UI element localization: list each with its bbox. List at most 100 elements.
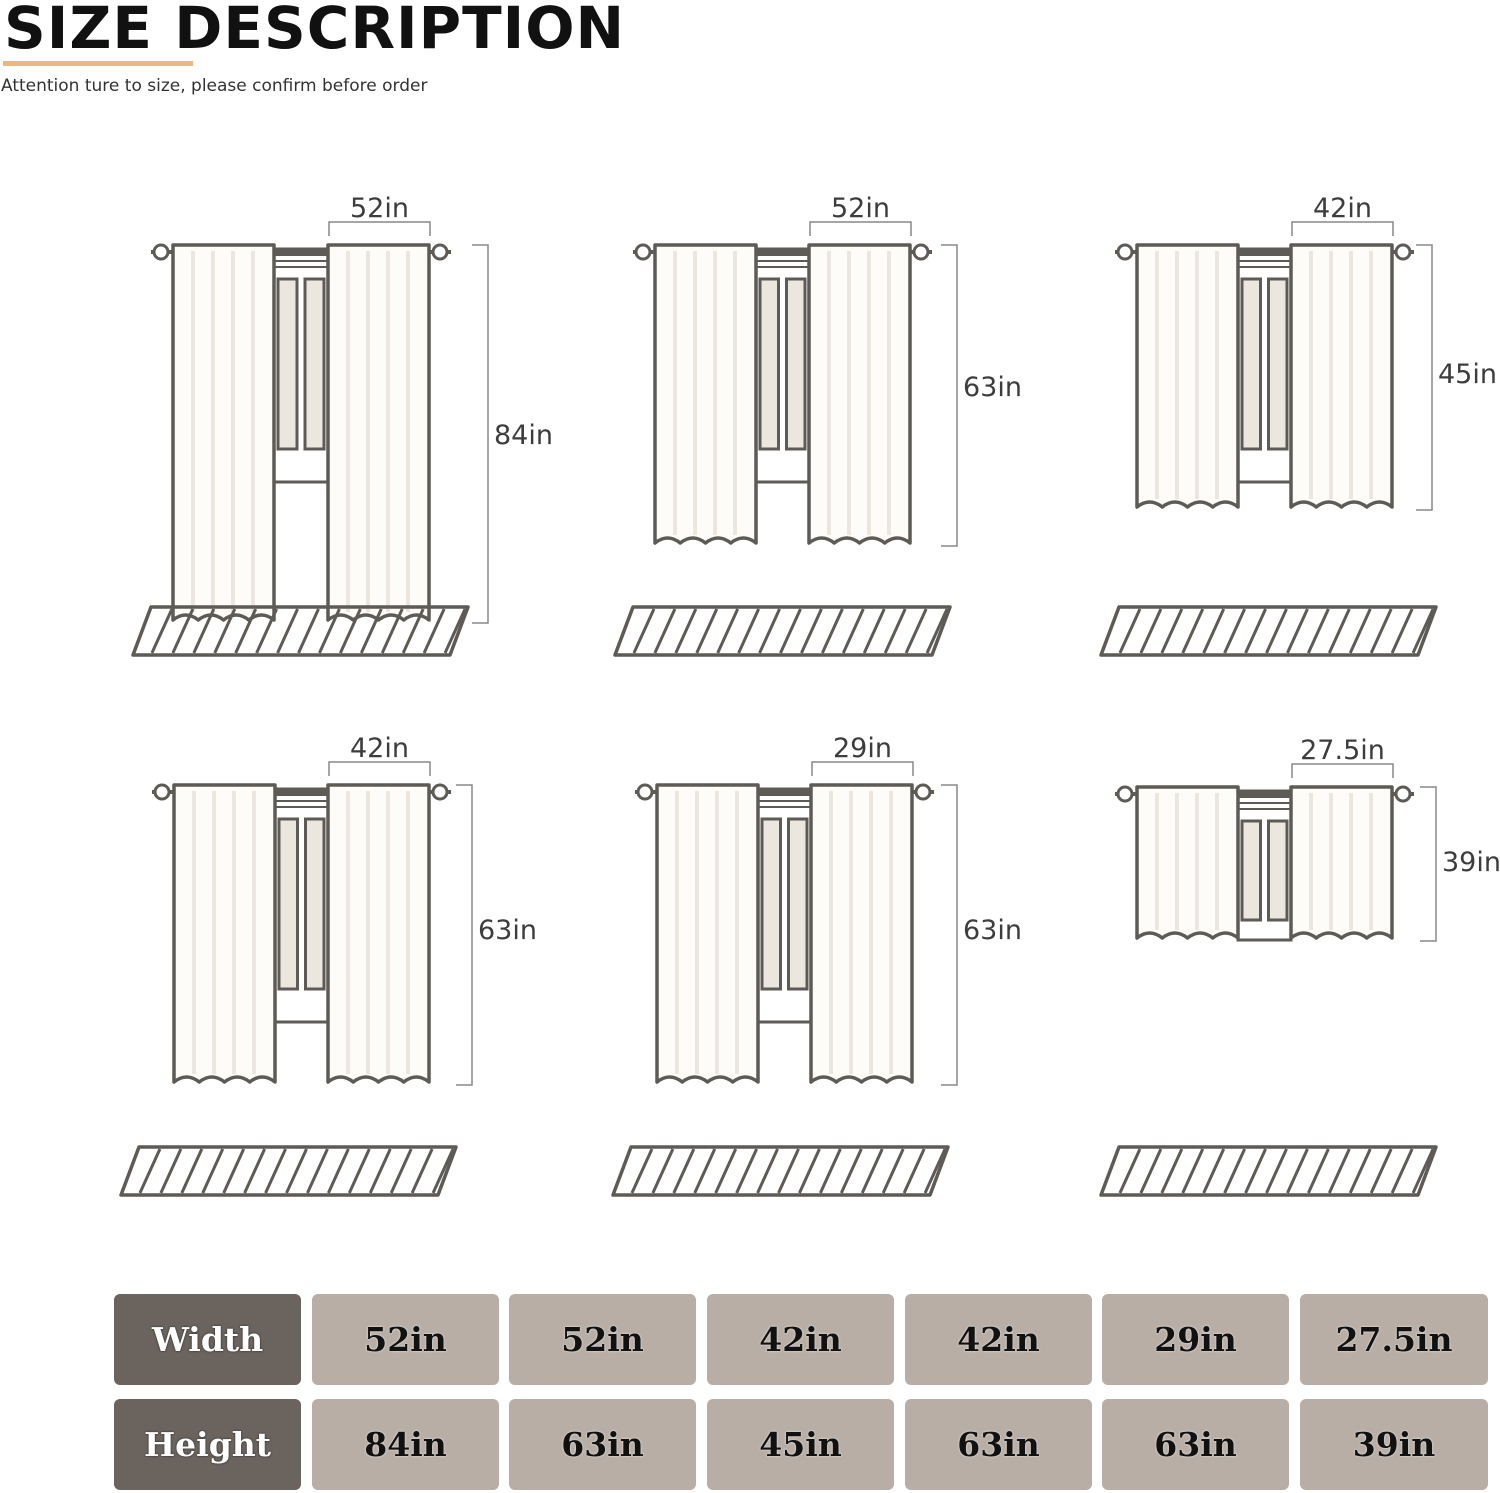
window-pane xyxy=(1240,819,1262,922)
height-cell: 63in xyxy=(905,1399,1092,1490)
height-dimension-bracket xyxy=(472,244,489,624)
rug-stripe xyxy=(339,608,362,654)
rug-stripe xyxy=(264,1148,287,1194)
curtain-panel xyxy=(809,783,914,1084)
curtain-diagram-5: 29in 63in xyxy=(611,733,1022,1197)
rug-stripe xyxy=(735,1148,758,1194)
curtain-panel xyxy=(171,243,276,622)
rug-stripe xyxy=(380,608,404,654)
window-pane xyxy=(303,277,326,451)
rug-stripe xyxy=(422,608,446,654)
rod-finial xyxy=(912,243,930,261)
page-title: SIZE DESCRIPTION xyxy=(4,0,626,62)
rug-stripe xyxy=(923,1148,947,1194)
rod-finial xyxy=(636,783,654,801)
rug-stripe xyxy=(1369,1148,1393,1194)
rug-stripe xyxy=(1202,608,1226,654)
rug-stripe xyxy=(1265,608,1288,654)
rug-stripe xyxy=(410,1148,434,1194)
curtain-panel xyxy=(653,243,758,545)
width-row-label: Width xyxy=(114,1294,301,1385)
rug-stripe xyxy=(243,1148,266,1194)
rug-stripe xyxy=(359,608,383,654)
curtain-size-diagrams: 52in 84in 52in 63in 42in 45in 42in 63in 29in 63in… xyxy=(119,193,1500,1197)
rug-stripe xyxy=(737,608,760,654)
rug-stripe xyxy=(779,608,802,654)
width-cell: 52in xyxy=(509,1294,696,1385)
floor-rug xyxy=(613,605,952,657)
rug-stripe xyxy=(800,608,823,654)
window-pane xyxy=(1267,819,1289,922)
curtain-panel xyxy=(326,783,431,1084)
rug-stripe xyxy=(1244,608,1267,654)
rug-stripe xyxy=(672,1148,696,1194)
floor-rug xyxy=(611,1145,950,1197)
height-dimension-bracket xyxy=(456,784,473,1086)
curtain-panel xyxy=(1135,785,1240,940)
window-pane xyxy=(1267,277,1289,451)
floor-rug xyxy=(131,605,470,657)
rug-stripe xyxy=(138,1148,162,1194)
rug-stripe xyxy=(347,1148,371,1194)
rod-finial xyxy=(1394,785,1412,803)
rug-stripe xyxy=(1307,1148,1330,1194)
rug-stripe xyxy=(1181,608,1205,654)
rug-stripe xyxy=(171,608,195,654)
rod-finial xyxy=(152,243,170,261)
height-cell: 39in xyxy=(1300,1399,1488,1490)
rug-stripe xyxy=(1223,1148,1246,1194)
width-cell: 52in xyxy=(312,1294,499,1385)
width-cell: 27.5in xyxy=(1300,1294,1488,1385)
rod-finial xyxy=(431,783,449,801)
rug-stripe xyxy=(1139,608,1163,654)
window-pane xyxy=(787,817,809,991)
curtain-diagram-1: 52in 84in xyxy=(131,193,553,657)
rug-stripe xyxy=(862,608,886,654)
height-dimension-label: 63in xyxy=(478,915,537,946)
rug-stripe xyxy=(306,1148,329,1194)
subtitle: Attention ture to size, please confirm b… xyxy=(1,76,428,96)
rug-stripe xyxy=(1118,608,1142,654)
width-dimension-bracket xyxy=(328,761,431,776)
rug-stripe xyxy=(1160,608,1184,654)
rug-stripe xyxy=(1348,608,1372,654)
title-underline xyxy=(3,61,193,66)
rod-finial xyxy=(431,243,449,261)
width-cell: 29in xyxy=(1102,1294,1289,1385)
width-dimension-label: 27.5in xyxy=(1300,735,1385,766)
rug-stripe xyxy=(653,608,677,654)
rug-stripe xyxy=(327,1148,350,1194)
rug-stripe xyxy=(234,608,258,654)
rug-stripe xyxy=(821,608,844,654)
rug-stripe xyxy=(902,1148,926,1194)
rug-stripe xyxy=(1286,608,1309,654)
rug-stripe xyxy=(860,1148,884,1194)
width-dimension-label: 42in xyxy=(1313,193,1372,224)
rod-finial xyxy=(1116,243,1134,261)
floor-rug xyxy=(119,1145,458,1197)
rug-stripe xyxy=(1265,1148,1288,1194)
rug-stripe xyxy=(716,608,740,654)
rug-stripe xyxy=(904,608,928,654)
width-dimension-bracket xyxy=(1291,221,1394,236)
rug-stripe xyxy=(1286,1148,1309,1194)
width-dimension-bracket xyxy=(328,221,431,236)
rug-stripe xyxy=(841,608,865,654)
rug-stripe xyxy=(881,1148,905,1194)
rug-stripe xyxy=(883,608,907,654)
rug-stripe xyxy=(651,1148,675,1194)
rod-finial xyxy=(634,243,652,261)
window-pane xyxy=(304,817,326,991)
width-dimension-label: 42in xyxy=(350,733,409,764)
rug-stripe xyxy=(401,608,425,654)
height-dimension-label: 63in xyxy=(963,372,1022,403)
rug-stripe xyxy=(318,608,341,654)
rug-stripe xyxy=(276,608,299,654)
width-cell: 42in xyxy=(905,1294,1092,1385)
rug-stripe xyxy=(1118,1148,1142,1194)
rug-stripe xyxy=(1390,1148,1414,1194)
height-dimension-bracket xyxy=(941,244,958,547)
rug-stripe xyxy=(192,608,216,654)
rug-stripe xyxy=(714,1148,738,1194)
rug-stripe xyxy=(1390,608,1414,654)
